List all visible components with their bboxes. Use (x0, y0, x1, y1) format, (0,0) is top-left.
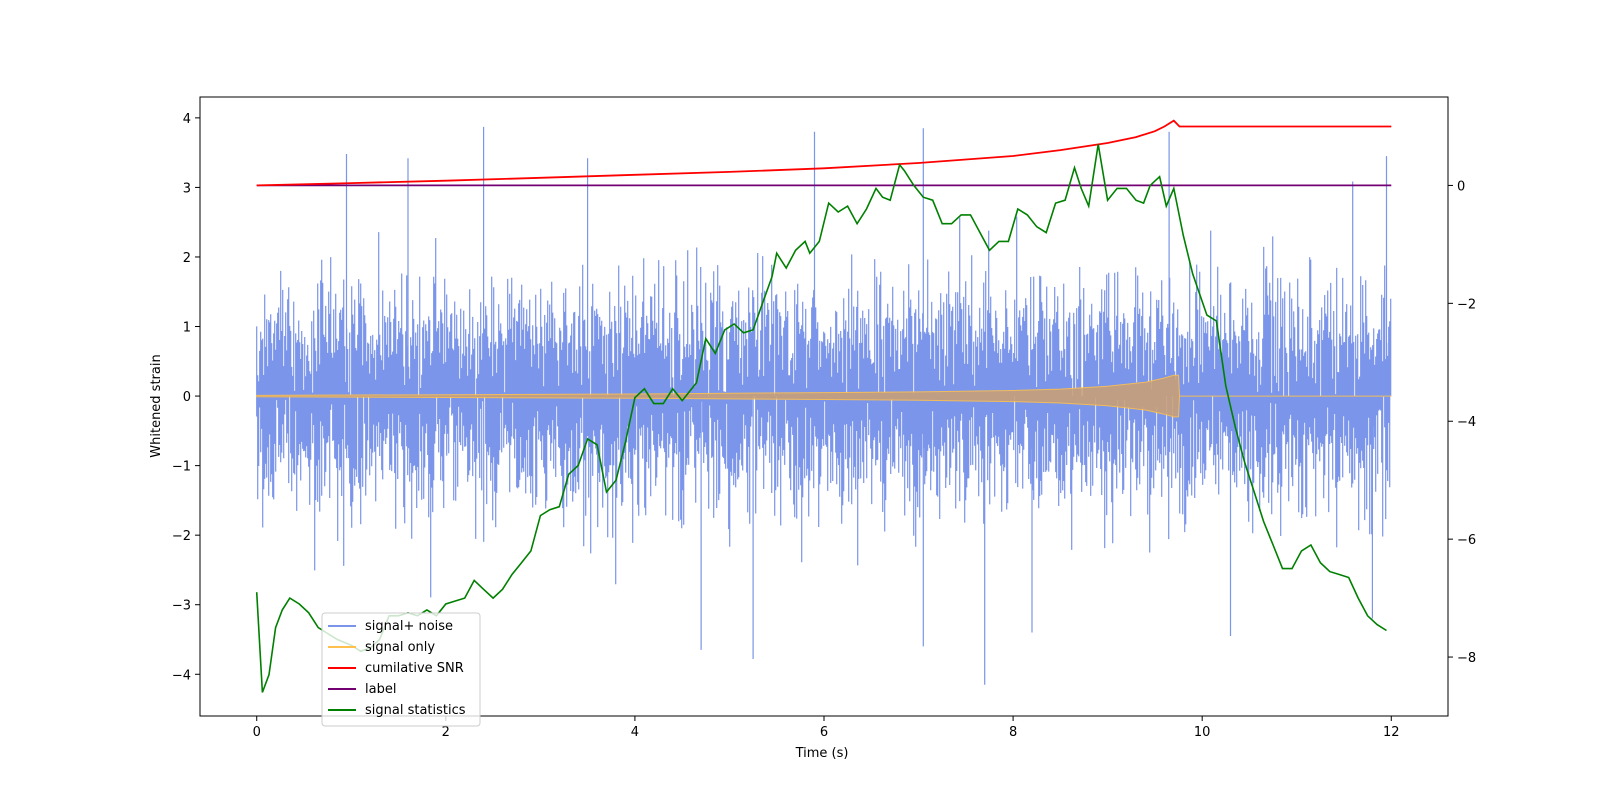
y-axis-label: Whitened strain (149, 354, 164, 457)
x-tick-label: 8 (1009, 725, 1017, 740)
plot-area (255, 119, 1392, 693)
series-signal-only (256, 374, 1392, 418)
legend-label: signal statistics (365, 703, 466, 718)
y-tick-label: −2 (172, 529, 191, 544)
y-right-tick-label: −6 (1457, 533, 1476, 548)
y-right-tick-label: −4 (1457, 415, 1476, 430)
y-tick-label: −1 (172, 460, 191, 475)
series-signal-statistics (255, 144, 1387, 693)
legend: signal+ noise signal only cumilative SNR la… (321, 612, 481, 727)
legend-label: signal+ noise (365, 619, 453, 634)
x-tick-label: 2 (442, 725, 450, 740)
y-tick-label: 2 (183, 251, 191, 266)
y-tick-label: −3 (172, 599, 191, 614)
y-tick-label: −4 (172, 668, 191, 683)
x-tick-label: 0 (253, 725, 261, 740)
legend-label: label (365, 682, 396, 697)
y-right-tick-label: −8 (1457, 651, 1476, 666)
y-right-tick-label: −2 (1457, 297, 1476, 312)
legend-label: signal only (365, 640, 435, 655)
y-tick-label: 0 (183, 390, 191, 405)
legend-item: signal statistics (328, 703, 466, 718)
y-right-tick-label: 0 (1457, 179, 1465, 194)
y-tick-label: 1 (183, 321, 191, 336)
legend-label: cumilative SNR (365, 661, 464, 676)
legend-item: cumilative SNR (328, 661, 464, 676)
x-tick-label: 12 (1383, 725, 1400, 740)
series-cumilative-snr (256, 119, 1392, 187)
x-axis-label: Time (s) (795, 746, 849, 761)
legend-item: signal+ noise (328, 619, 453, 634)
legend-item: signal only (328, 640, 435, 655)
y-axis-right: −8 −6 −4 −2 0 (1448, 179, 1476, 666)
y-tick-label: 3 (183, 181, 191, 196)
y-axis-left: −4 −3 −2 −1 0 1 2 3 4 (172, 112, 200, 683)
x-tick-label: 10 (1194, 725, 1211, 740)
legend-item: label (328, 682, 396, 697)
y-tick-label: 4 (183, 112, 191, 127)
legend-box (321, 612, 481, 727)
x-tick-label: 6 (820, 725, 828, 740)
x-tick-label: 4 (631, 725, 639, 740)
